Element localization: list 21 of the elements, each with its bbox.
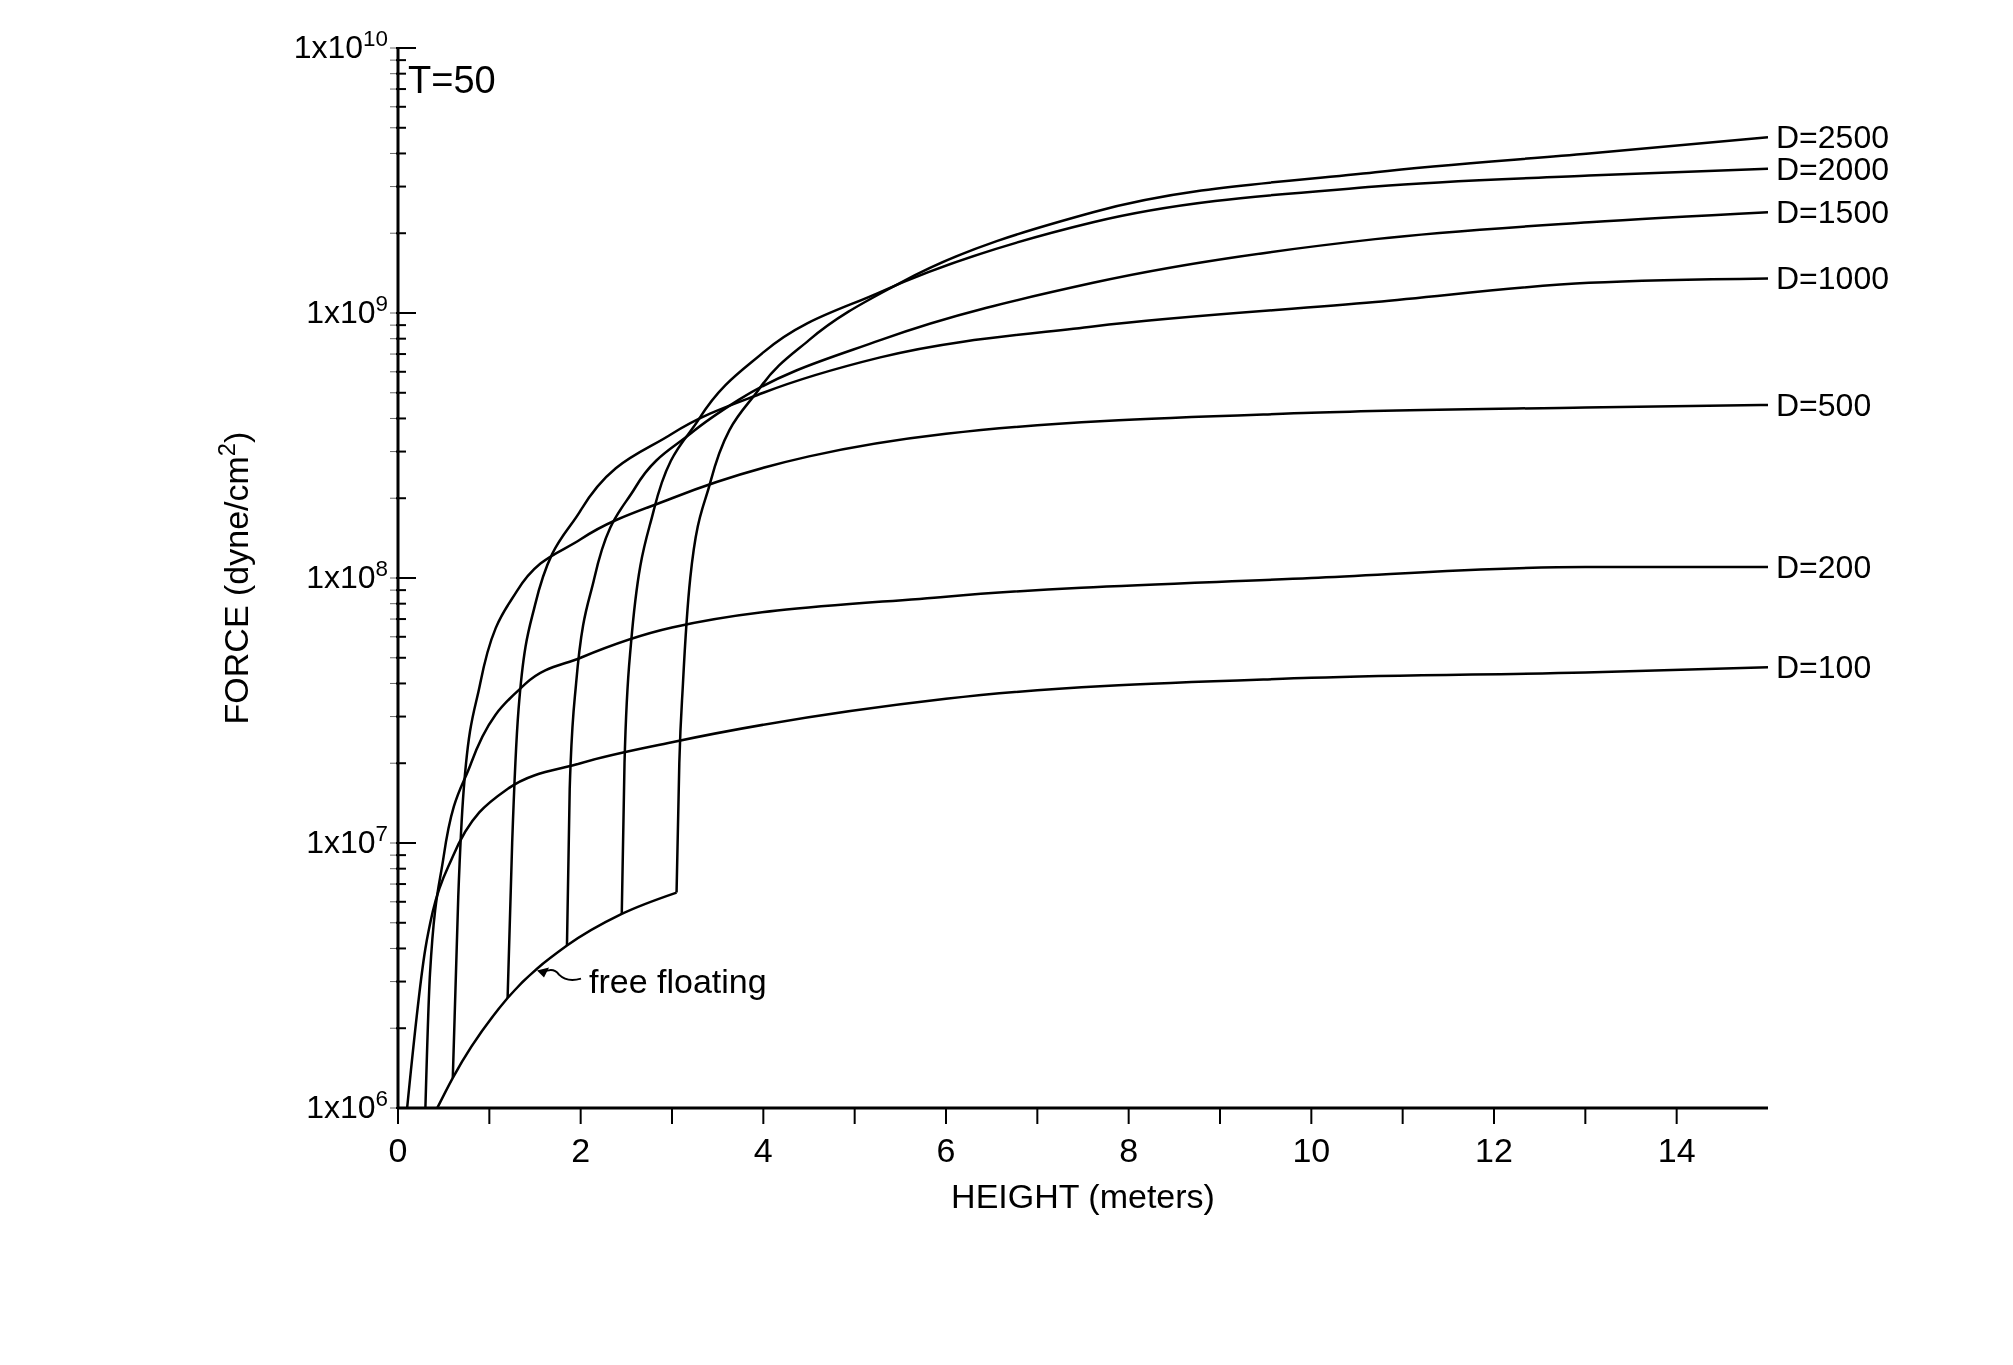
series-label: D=1000	[1776, 260, 1889, 297]
x-axis-title: HEIGHT (meters)	[951, 1177, 1215, 1215]
y-tick-label: 1x10$^{10}$	[293, 25, 388, 65]
annotation: free floating	[589, 961, 767, 1000]
chart-title: T=50	[408, 59, 496, 101]
series-label: D=1500	[1776, 194, 1889, 231]
series-label: D=500	[1776, 386, 1872, 423]
y-tick-label: 1x10$^{6}$	[306, 1085, 388, 1125]
series-label: D=100	[1776, 649, 1872, 686]
x-tick-label: 0	[388, 1131, 408, 1169]
y-tick-label: 1x10$^{7}$	[306, 820, 388, 860]
x-tick-label: 14	[1657, 1131, 1696, 1169]
y-tick-label: 1x10$^{8}$	[306, 555, 388, 595]
x-tick-label: 12	[1475, 1131, 1513, 1169]
x-tick-label: 2	[571, 1131, 591, 1169]
x-tick-label: 6	[936, 1131, 956, 1169]
x-tick-label: 4	[753, 1131, 773, 1169]
series-label: D=200	[1776, 549, 1872, 586]
y-tick-label: 1x10$^{9}$	[306, 290, 388, 330]
x-tick-label: 8	[1119, 1131, 1139, 1169]
x-tick-label: 10	[1292, 1131, 1331, 1169]
